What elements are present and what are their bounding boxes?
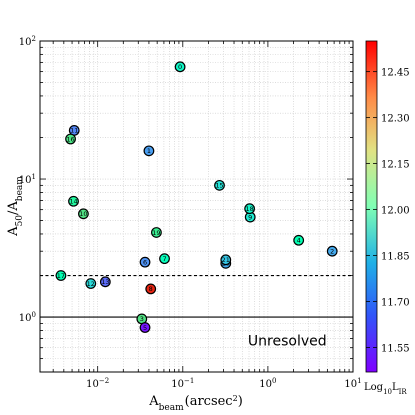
y-tick-label: 102 — [19, 35, 36, 48]
data-point-15 — [214, 179, 225, 191]
axis-ticks — [40, 40, 354, 373]
data-point-5 — [139, 322, 151, 333]
data-points: 0123456789101112131415161718192021 — [55, 61, 338, 333]
plot-frame — [39, 40, 354, 373]
colorbar-tick-label: 11.55 — [381, 343, 410, 354]
data-point-7 — [159, 253, 170, 265]
data-point-2 — [326, 245, 338, 257]
point-label-6: 6 — [143, 258, 147, 266]
annotation-unresolved: Unresolved — [248, 334, 327, 350]
x-tick-label: 10−2 — [86, 377, 109, 390]
point-label-13: 13 — [101, 278, 109, 286]
data-point-16 — [65, 133, 76, 145]
colorbar — [365, 40, 378, 373]
data-point-19 — [151, 227, 162, 238]
data-point-10 — [78, 208, 89, 220]
point-label-10: 10 — [79, 210, 87, 218]
point-label-17: 17 — [57, 272, 65, 280]
colorbar-tick-label: 12.00 — [381, 206, 410, 217]
data-point-6 — [139, 256, 151, 268]
data-point-1 — [143, 145, 155, 157]
x-tick-label: 100 — [259, 377, 276, 390]
x-tick-label: 101 — [344, 377, 361, 390]
data-point-14 — [68, 195, 79, 207]
point-label-19: 19 — [152, 229, 160, 237]
point-label-4: 4 — [297, 237, 301, 245]
colorbar-tick-label: 12.15 — [381, 160, 410, 171]
point-label-5: 5 — [143, 324, 147, 332]
point-label-16: 16 — [66, 135, 74, 143]
data-point-13 — [99, 276, 111, 288]
colorbar-ticks: 12.45 12.30 12.15 12.00 11.85 11.70 11.55 — [366, 68, 410, 354]
x-axis-label: Abeam(arcsec2) — [148, 394, 243, 414]
data-point-4 — [293, 234, 305, 246]
x-tick-label: 10−1 — [171, 377, 194, 390]
y-axis-label: A50/Abeam — [6, 176, 25, 237]
point-label-2: 2 — [330, 248, 334, 256]
point-label-14: 14 — [69, 198, 77, 206]
data-point-18 — [244, 203, 256, 215]
y-tick-label: 100 — [19, 311, 36, 324]
point-label-7: 7 — [162, 255, 166, 263]
data-point-8 — [145, 283, 157, 295]
data-point-0 — [174, 61, 186, 73]
point-label-21: 21 — [222, 256, 230, 264]
colorbar-tick-label: 12.45 — [381, 68, 410, 79]
point-label-11: 11 — [70, 127, 78, 135]
point-label-15: 15 — [215, 182, 223, 190]
colorbar-label: Log10LIR — [364, 382, 407, 396]
colorbar-tick-label: 11.85 — [381, 252, 410, 263]
y-tick-label: 101 — [19, 173, 36, 186]
point-label-8: 8 — [149, 285, 153, 293]
colorbar-tick-label: 12.30 — [381, 114, 410, 125]
plot-background — [40, 41, 353, 372]
colorbar-tick-label: 11.70 — [381, 298, 410, 309]
reference-lines — [40, 274, 353, 318]
data-point-17 — [55, 270, 67, 281]
data-point-12 — [85, 278, 97, 289]
point-label-18: 18 — [245, 205, 253, 213]
point-label-12: 12 — [87, 280, 95, 288]
point-label-1: 1 — [147, 147, 151, 155]
data-point-21 — [220, 254, 232, 266]
point-label-0: 0 — [178, 63, 182, 71]
point-label-3: 3 — [140, 315, 144, 323]
point-label-9: 9 — [248, 213, 252, 221]
